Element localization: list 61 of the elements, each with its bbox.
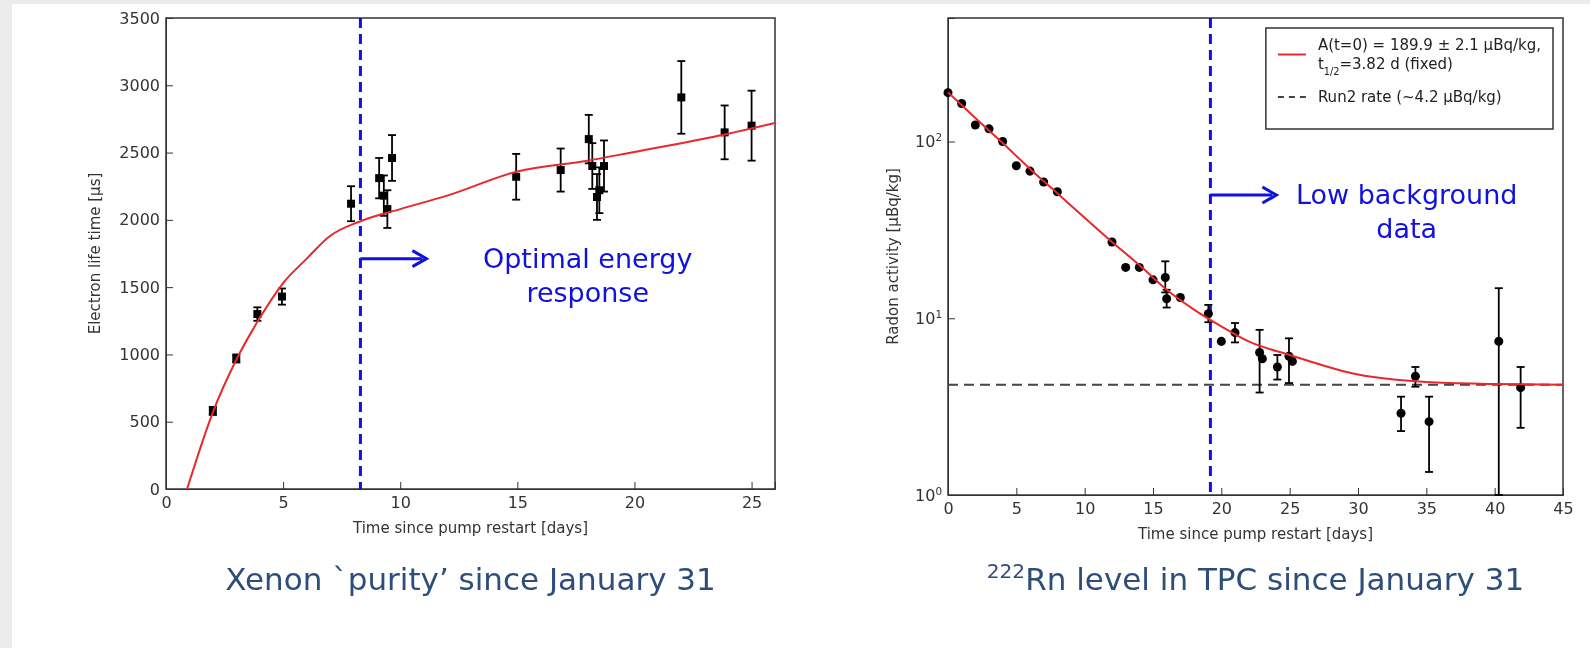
point — [588, 162, 597, 171]
point — [970, 120, 980, 130]
y-tick-label: 0 — [149, 479, 160, 499]
y-tick-label: 1500 — [119, 277, 160, 297]
point — [1216, 336, 1226, 346]
text: Xenon `purity’ since January 31 — [225, 561, 716, 597]
x-axis-title: Time since pump restart [days] — [1136, 525, 1374, 543]
point — [347, 199, 356, 208]
point — [556, 166, 565, 175]
point — [1160, 273, 1170, 283]
x-tick-label: 35 — [1416, 499, 1438, 519]
y-tick-label: 2500 — [119, 143, 160, 163]
x-axis-title: Time since pump restart [days] — [351, 519, 589, 537]
y-tick-label: 3000 — [119, 75, 160, 95]
x-tick-label: 25 — [1279, 499, 1301, 519]
x-tick-label: 15 — [1143, 499, 1164, 519]
point — [1410, 371, 1420, 381]
point — [277, 292, 286, 301]
point — [677, 93, 686, 102]
x-tick-label: 30 — [1348, 499, 1369, 519]
point — [512, 172, 521, 181]
point — [388, 153, 397, 162]
x-tick-label: 5 — [278, 493, 289, 513]
y-tick-label: 2000 — [119, 210, 160, 230]
x-tick-label: 5 — [1011, 499, 1022, 519]
point — [1121, 262, 1131, 272]
point — [1396, 408, 1406, 418]
y-tick-label: 1000 — [119, 345, 160, 365]
legend-label: Run2 rate (~4.2 μBq/kg) — [1317, 88, 1502, 106]
ref-line-label: Low background data — [1295, 179, 1518, 245]
point — [600, 162, 609, 171]
y-axis-title: Radon activity [μBq/kg] — [884, 168, 902, 345]
point — [584, 135, 593, 144]
line-series — [186, 121, 776, 490]
x-tick-label: 10 — [390, 493, 411, 513]
y-tick-label: 10$^{0}$ — [915, 484, 942, 505]
y-tick-label: 500 — [129, 412, 160, 432]
text: $^{222}$Rn level in TPC since January 31 — [986, 559, 1525, 597]
x-tick-label: 20 — [624, 493, 646, 513]
point — [375, 174, 384, 183]
point — [1011, 161, 1021, 171]
x-tick-label: 25 — [741, 493, 763, 513]
y-tick-label: 10$^{1}$ — [915, 307, 942, 328]
x-tick-label: 45 — [1553, 499, 1574, 519]
point — [1287, 356, 1297, 366]
y-axis-title: Electron life time [μs] — [86, 172, 104, 335]
x-tick-label: 10 — [1074, 499, 1096, 519]
point — [595, 186, 604, 195]
x-tick-label: 15 — [507, 493, 529, 513]
x-tick-label: 20 — [1211, 499, 1233, 519]
y-tick-label: 3500 — [119, 8, 160, 28]
point — [1424, 417, 1434, 427]
x-tick-label: 40 — [1484, 499, 1506, 519]
point — [592, 192, 601, 201]
ref-line-label: Optimal energy response — [482, 242, 693, 308]
point — [1257, 354, 1267, 364]
legend-label: A(t=0) = 189.9 ± 2.1 μBq/kg, t$_{1/2}$=3.82 d (fixed) — [1317, 36, 1541, 77]
point — [379, 191, 388, 200]
point — [1272, 362, 1282, 372]
point — [1494, 336, 1504, 346]
y-tick-label: 10$^{2}$ — [915, 131, 942, 152]
